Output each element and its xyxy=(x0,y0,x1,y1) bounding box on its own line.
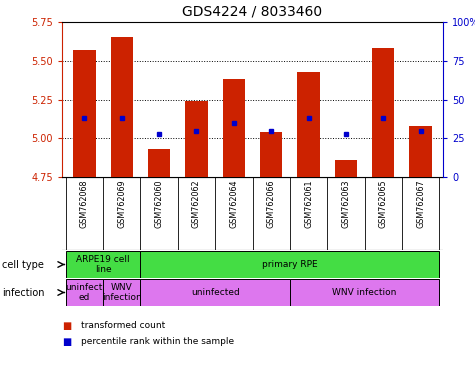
Bar xyxy=(335,160,357,177)
Text: GSM762069: GSM762069 xyxy=(117,179,126,228)
Text: GSM762063: GSM762063 xyxy=(342,179,351,228)
Text: ARPE19 cell
line: ARPE19 cell line xyxy=(76,255,130,274)
Bar xyxy=(148,149,171,177)
Text: GSM762066: GSM762066 xyxy=(266,179,276,228)
Bar xyxy=(66,251,141,278)
Text: WNV
infection: WNV infection xyxy=(102,283,142,302)
Text: GSM762061: GSM762061 xyxy=(304,179,313,228)
Bar xyxy=(73,50,95,177)
Text: GSM762060: GSM762060 xyxy=(155,179,163,228)
Bar xyxy=(185,101,208,177)
Bar xyxy=(141,279,290,306)
Text: GSM762068: GSM762068 xyxy=(80,179,89,228)
Bar xyxy=(141,251,439,278)
Text: GSM762065: GSM762065 xyxy=(379,179,388,228)
Bar xyxy=(223,79,245,177)
Bar xyxy=(409,126,432,177)
Bar xyxy=(103,279,141,306)
Text: primary RPE: primary RPE xyxy=(262,260,318,269)
Text: ■: ■ xyxy=(62,321,71,331)
Text: infection: infection xyxy=(2,288,45,298)
Text: percentile rank within the sample: percentile rank within the sample xyxy=(81,338,234,346)
Text: GSM762062: GSM762062 xyxy=(192,179,201,228)
Bar xyxy=(111,38,133,177)
Text: GDS4224 / 8033460: GDS4224 / 8033460 xyxy=(182,4,323,18)
Text: ■: ■ xyxy=(62,337,71,347)
Bar xyxy=(297,71,320,177)
Text: uninfected: uninfected xyxy=(191,288,239,297)
Text: GSM762067: GSM762067 xyxy=(416,179,425,228)
Bar xyxy=(290,279,439,306)
Text: transformed count: transformed count xyxy=(81,321,165,331)
Text: uninfect
ed: uninfect ed xyxy=(66,283,103,302)
Bar xyxy=(372,48,394,177)
Bar xyxy=(66,279,103,306)
Text: cell type: cell type xyxy=(2,260,44,270)
Bar xyxy=(260,132,282,177)
Text: GSM762064: GSM762064 xyxy=(229,179,238,228)
Text: WNV infection: WNV infection xyxy=(332,288,397,297)
